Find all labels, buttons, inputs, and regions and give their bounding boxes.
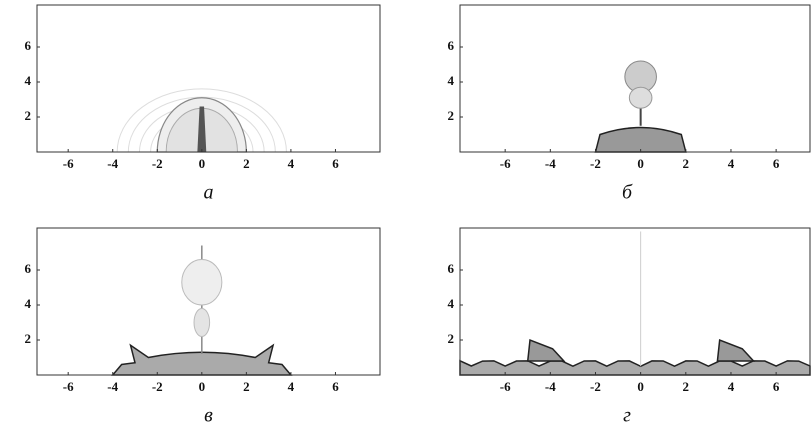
panel: -6 -4 -2 0 2 4 6 2 4 6 в	[25, 228, 381, 427]
y-tick-label: 2	[448, 331, 455, 346]
x-tick-label: -4	[107, 156, 118, 171]
panel: -6 -4 -2 0 2 4 6 2 4 6 г	[448, 228, 811, 427]
x-tick-label: 4	[288, 156, 295, 171]
x-tick-label: 6	[773, 379, 780, 394]
x-tick-label: -6	[500, 379, 511, 394]
x-tick-label: -2	[590, 379, 601, 394]
y-tick-label: 4	[25, 296, 32, 311]
panel: -6 -4 -2 0 2 4 6 2 4 6 а	[25, 5, 381, 204]
caption: а	[204, 182, 214, 204]
x-tick-label: 2	[683, 379, 690, 394]
x-tick-label: 6	[332, 156, 339, 171]
x-tick-label: 2	[243, 156, 250, 171]
page: {"chart_data": [ {"type": "image", "capt…	[0, 0, 811, 430]
plume	[182, 260, 222, 306]
x-tick-label: 0	[199, 379, 206, 394]
x-tick-label: -4	[545, 379, 556, 394]
figure: -6 -4 -2 0 2 4 6 2 4 6 а -6 -4 -2 0 2 4 6 2 4 6 б -6 -4 -2 0 2 4 6 2 4…	[0, 0, 811, 430]
x-tick-label: -2	[152, 156, 163, 171]
y-tick-label: 6	[25, 261, 32, 276]
plot-area	[460, 228, 810, 375]
x-tick-label: -6	[63, 379, 74, 394]
base-dome	[595, 128, 685, 153]
plume-lower	[194, 309, 210, 337]
caption: г	[623, 405, 631, 427]
plume-lower	[629, 87, 652, 108]
x-tick-label: -6	[63, 156, 74, 171]
panel: -6 -4 -2 0 2 4 6 2 4 6 б	[448, 5, 811, 204]
y-tick-label: 4	[448, 296, 455, 311]
y-tick-label: 2	[25, 331, 32, 346]
y-tick-label: 4	[25, 73, 32, 88]
x-tick-label: 4	[728, 379, 735, 394]
y-tick-label: 2	[25, 108, 32, 123]
y-tick-label: 6	[25, 38, 32, 53]
x-tick-label: 2	[683, 156, 690, 171]
caption: б	[622, 182, 633, 204]
caption: в	[204, 405, 213, 427]
x-tick-label: 0	[637, 156, 644, 171]
y-tick-label: 2	[448, 108, 455, 123]
y-tick-label: 6	[448, 261, 455, 276]
x-tick-label: 2	[243, 379, 250, 394]
x-tick-label: -4	[545, 156, 556, 171]
x-tick-label: 6	[773, 156, 780, 171]
x-tick-label: 6	[332, 379, 339, 394]
layer	[460, 361, 810, 375]
x-tick-label: -2	[590, 156, 601, 171]
x-tick-label: -4	[107, 379, 118, 394]
x-tick-label: 4	[728, 156, 735, 171]
x-tick-label: -6	[500, 156, 511, 171]
x-tick-label: -2	[152, 379, 163, 394]
y-tick-label: 6	[448, 38, 455, 53]
x-tick-label: 0	[637, 379, 644, 394]
y-tick-label: 4	[448, 73, 455, 88]
x-tick-label: 0	[199, 156, 206, 171]
x-tick-label: 4	[288, 379, 295, 394]
